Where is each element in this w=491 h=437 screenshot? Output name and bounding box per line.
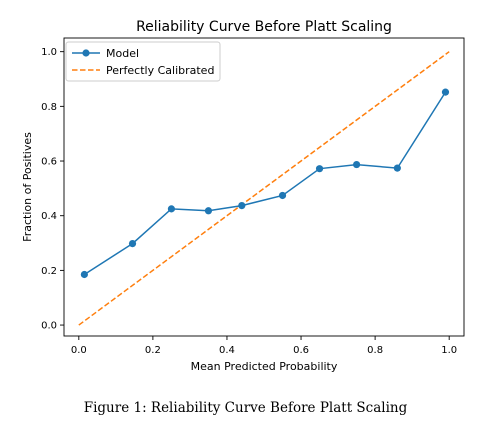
- data-point: [315, 165, 324, 173]
- data-point: [80, 270, 88, 279]
- x-tick-label: 0.0: [71, 345, 87, 356]
- reliability-chart: Reliability Curve Before Platt Scaling 0…: [21, 19, 465, 373]
- data-point: [167, 205, 176, 213]
- y-tick-label: 0.6: [41, 157, 57, 168]
- series-line-model: [83, 91, 447, 276]
- x-tick-label: 0.8: [367, 345, 383, 356]
- x-tick-label: 0.2: [145, 345, 161, 356]
- legend-model-label: Model: [106, 47, 139, 60]
- data-point: [238, 201, 246, 210]
- x-axis-label: Mean Predicted Probability: [191, 360, 338, 373]
- data-point: [441, 88, 450, 96]
- legend-calibrated-label: Perfectly Calibrated: [106, 64, 214, 77]
- y-tick-label: 1.0: [41, 47, 57, 58]
- figure-caption: Figure 1: Reliability Curve Before Platt…: [83, 400, 408, 416]
- axes: 0.0 0.2 0.4 0.6 0.8 1.0 0.0 0.2 0.4 0.6 0.8 1.0: [41, 37, 465, 356]
- legend-frame: [65, 41, 221, 82]
- y-tick-label: 0.0: [41, 321, 57, 332]
- data-point: [278, 191, 287, 200]
- x-tick-label: 0.4: [219, 345, 235, 356]
- y-tick-label: 0.8: [41, 102, 57, 113]
- series-line-perfectly-calibrated: [78, 51, 450, 326]
- legend: Model Perfectly Calibrated: [65, 41, 221, 82]
- x-tick-label: 0.6: [293, 345, 309, 356]
- data-point: [204, 207, 213, 215]
- y-axis-label: Fraction of Positives: [21, 132, 34, 242]
- x-tick-label: 1.0: [441, 345, 457, 356]
- series-layer: [78, 51, 450, 326]
- y-tick-label: 0.2: [41, 266, 57, 277]
- axes-frame: [63, 37, 465, 337]
- legend-model-marker: [82, 49, 90, 57]
- y-tick-label: 0.4: [41, 211, 57, 222]
- chart-title: Reliability Curve Before Platt Scaling: [136, 19, 392, 35]
- data-point: [128, 239, 137, 248]
- data-point: [352, 160, 361, 169]
- data-point: [393, 164, 401, 172]
